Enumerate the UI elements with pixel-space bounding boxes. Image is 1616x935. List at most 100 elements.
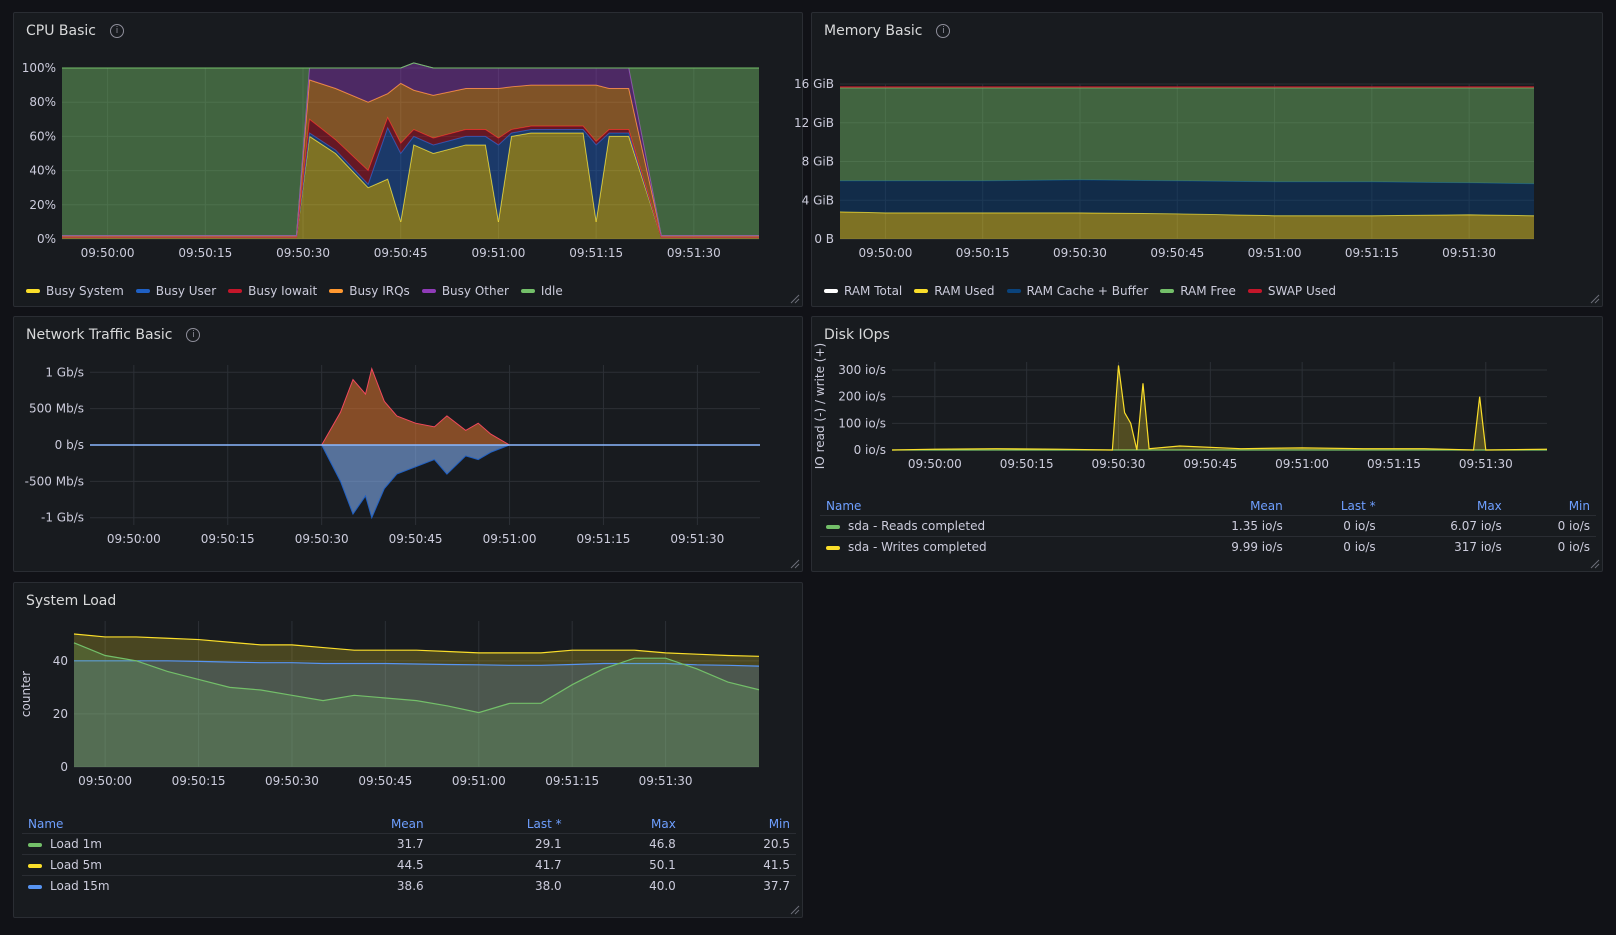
- column-header-name[interactable]: Name: [28, 817, 64, 831]
- cell-last: 0 io/s: [1288, 536, 1382, 557]
- cell-min: 0 io/s: [1507, 536, 1596, 557]
- table-row[interactable]: sda - Writes completed 9.99 io/s 0 io/s 317…: [820, 536, 1596, 557]
- legend-item[interactable]: SWAP Used: [1247, 284, 1336, 298]
- y-axis-label: counter: [19, 671, 33, 717]
- x-tick-label: 09:51:00: [1275, 457, 1329, 471]
- x-tick-label: 09:51:15: [1367, 457, 1421, 471]
- memory-legend: RAM Total RAM Used RAM Cache + Buffer RAM F…: [824, 284, 1336, 298]
- resize-handle-icon[interactable]: [1590, 294, 1600, 304]
- memory-chart[interactable]: 16 GiB 12 GiB 8 GiB 4 GiB 0 B 09:50:00 09:50:1…: [794, 13, 1604, 308]
- x-tick-label: 09:50:15: [956, 246, 1010, 260]
- legend-item[interactable]: Idle: [520, 284, 563, 298]
- y-tick-label: 1 Gb/s: [45, 365, 84, 379]
- panel-title[interactable]: System Load: [26, 593, 116, 609]
- legend-item[interactable]: Busy Iowait: [228, 284, 317, 298]
- y-tick-label: 500 Mb/s: [29, 402, 84, 416]
- legend-item[interactable]: Busy Other: [421, 284, 509, 298]
- table-row[interactable]: Load 1m 31.7 29.1 46.8 20.5: [22, 833, 796, 855]
- x-tick-label: 09:50:30: [1092, 457, 1146, 471]
- y-tick-label: 300 io/s: [838, 363, 886, 377]
- x-tick-label: 09:50:45: [1183, 457, 1237, 471]
- y-tick-label: 0 b/s: [55, 438, 84, 452]
- x-tick-label: 09:50:00: [908, 457, 962, 471]
- x-tick-label: 09:51:15: [577, 532, 631, 546]
- resize-handle-icon[interactable]: [790, 294, 800, 304]
- x-tick-label: 09:50:30: [276, 246, 330, 260]
- column-header-mean[interactable]: Mean: [390, 817, 424, 831]
- network-chart[interactable]: 1 Gb/s 500 Mb/s 0 b/s -500 Mb/s -1 Gb/s 09:50…: [14, 317, 804, 573]
- legend-item[interactable]: Busy System: [26, 284, 124, 298]
- resize-handle-icon[interactable]: [1590, 559, 1600, 569]
- legend-swatch: [826, 545, 840, 550]
- cell-min: 0 io/s: [1507, 515, 1596, 537]
- x-tick-label: 09:50:00: [107, 532, 161, 546]
- legend-swatch: [28, 863, 42, 868]
- table-row[interactable]: sda - Reads completed 1.35 io/s 0 io/s 6.07…: [820, 515, 1596, 537]
- cell-name: Load 15m: [22, 875, 298, 896]
- column-header-name[interactable]: Name: [826, 499, 862, 513]
- table-row[interactable]: Load 15m 38.6 38.0 40.0 37.7: [22, 875, 796, 896]
- y-tick-label: 100 io/s: [838, 416, 886, 430]
- legend-label: RAM Total: [844, 284, 903, 298]
- y-tick-label: 4 GiB: [802, 193, 834, 207]
- y-tick-label: 0: [60, 760, 68, 774]
- resize-handle-icon[interactable]: [790, 905, 800, 915]
- grid: [840, 83, 1534, 240]
- y-tick-label: 8 GiB: [802, 155, 834, 169]
- x-tick-label: 09:50:00: [78, 774, 132, 788]
- x-tick-label: 09:51:00: [483, 532, 537, 546]
- cell-max: 50.1: [567, 854, 682, 876]
- panel-title-text: System Load: [26, 593, 117, 609]
- cpu-chart[interactable]: 100% 80% 60% 40% 20% 0% 09:50:00 09:50:15 09:50:…: [14, 13, 804, 308]
- y-tick-label: 80%: [29, 95, 56, 109]
- disk-iops-panel: Disk IOps 300 io/s 200 io/s 100 io/s 0 io/s…: [811, 316, 1603, 572]
- legend-label: Busy User: [155, 284, 217, 298]
- legend-swatch: [1006, 289, 1021, 293]
- y-tick-label: 16 GiB: [794, 77, 834, 91]
- legend-item[interactable]: Busy User: [135, 284, 217, 298]
- panel-title[interactable]: CPU Basic i: [26, 23, 124, 39]
- column-header-max[interactable]: Max: [1476, 499, 1502, 513]
- legend-item[interactable]: RAM Cache + Buffer: [1006, 284, 1148, 298]
- column-header-max[interactable]: Max: [651, 817, 676, 831]
- series-area: [62, 127, 759, 238]
- legend-item[interactable]: RAM Free: [1160, 284, 1236, 298]
- cell-name: Load 5m: [22, 854, 298, 876]
- info-icon[interactable]: i: [936, 24, 951, 38]
- column-header-mean[interactable]: Mean: [1250, 499, 1283, 513]
- resize-handle-icon[interactable]: [790, 559, 800, 569]
- x-tick-label: 09:51:00: [1248, 246, 1302, 260]
- cell-name: sda - Reads completed: [820, 515, 1163, 537]
- x-tick-label: 09:50:15: [201, 532, 255, 546]
- column-header-min[interactable]: Min: [1568, 499, 1590, 513]
- info-icon[interactable]: i: [186, 328, 201, 342]
- cell-last: 38.0: [429, 875, 568, 896]
- legend-swatch: [28, 884, 42, 889]
- panel-title[interactable]: Memory Basic i: [824, 23, 951, 39]
- legend-swatch: [228, 289, 243, 293]
- column-header-min[interactable]: Min: [768, 817, 790, 831]
- info-icon[interactable]: i: [109, 24, 124, 38]
- table-row[interactable]: Load 5m 44.5 41.7 50.1 41.5: [22, 854, 796, 876]
- legend-swatch: [135, 289, 150, 293]
- legend-item[interactable]: RAM Used: [914, 284, 995, 298]
- x-tick-label: 09:50:45: [358, 774, 412, 788]
- column-header-last[interactable]: Last *: [526, 817, 562, 831]
- legend-item[interactable]: RAM Total: [824, 284, 902, 298]
- panel-title[interactable]: Network Traffic Basic i: [26, 327, 201, 343]
- legend-item[interactable]: Busy IRQs: [329, 284, 410, 298]
- y-tick-label: -500 Mb/s: [25, 474, 84, 488]
- cell-mean: 38.6: [297, 875, 430, 896]
- cell-name: Load 1m: [22, 833, 298, 855]
- series-area: [840, 211, 1534, 239]
- series-line: [74, 660, 760, 667]
- panel-title[interactable]: Disk IOps: [824, 327, 890, 343]
- series-line: [62, 116, 759, 238]
- grid: [74, 621, 759, 768]
- cell-mean: 31.7: [297, 833, 430, 855]
- load-chart[interactable]: 40 20 0 09:50:00 09:50:15 09:50:30 09:50:45 09:…: [14, 583, 804, 813]
- x-tick-label: 09:50:00: [858, 246, 912, 260]
- column-header-last[interactable]: Last *: [1340, 499, 1376, 513]
- disk-chart[interactable]: 300 io/s 200 io/s 100 io/s 0 io/s 09:50:00 09…: [812, 317, 1604, 492]
- x-tick-label: 09:51:15: [1345, 246, 1399, 260]
